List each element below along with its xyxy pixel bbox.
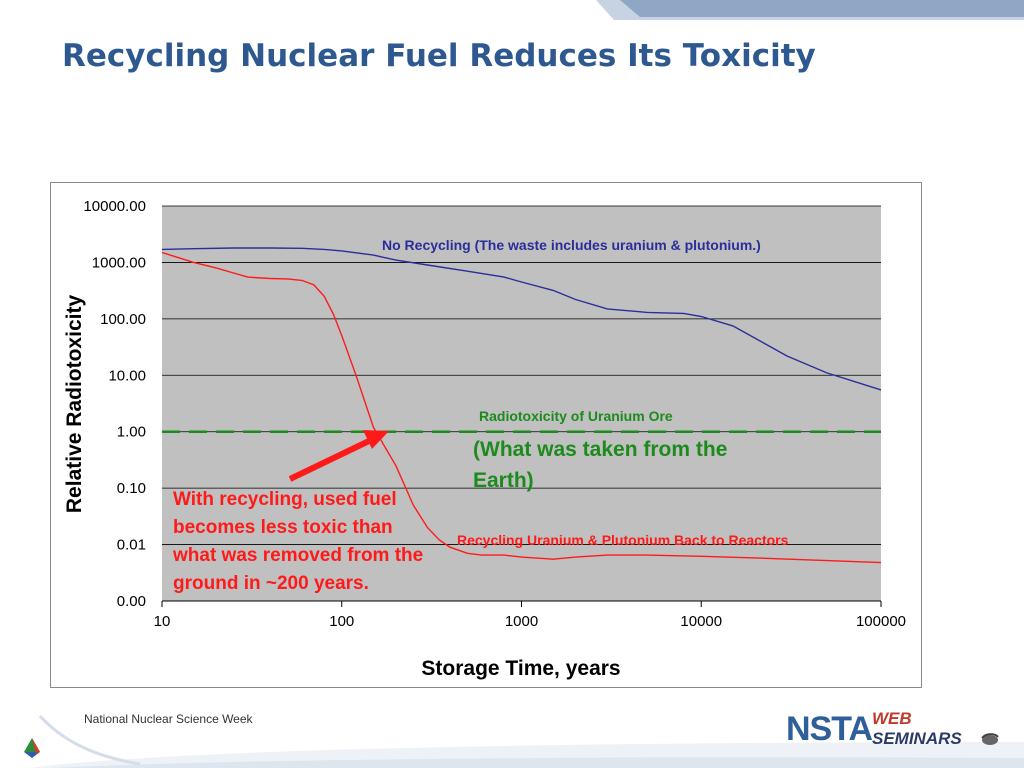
header-banner xyxy=(596,0,1024,20)
x-tick-label: 1000 xyxy=(505,613,538,630)
x-tick-label: 100000 xyxy=(856,613,906,630)
y-tick-label: 100.00 xyxy=(100,311,146,328)
callout-arrow-shaft xyxy=(288,438,371,482)
atom-logo-icon xyxy=(24,738,40,758)
uranium-ore-label: Radiotoxicity of Uranium Ore xyxy=(479,408,673,424)
svg-text:WEB: WEB xyxy=(872,709,912,728)
x-tick-label: 10 xyxy=(154,613,171,630)
y-tick-label: 0.10 xyxy=(117,480,146,497)
footer-swoosh xyxy=(30,714,1024,768)
radiotoxicity-chart: 0.00 0.01 0.10 1.00 10.00 100.00 1000.00 10000.… xyxy=(63,198,906,680)
footer-swoosh-mid xyxy=(50,757,1024,768)
y-tick-label: 1000.00 xyxy=(92,254,146,271)
recycling-label: Recycling Uranium & Plutonium Back to Re… xyxy=(457,532,789,548)
chart-container: 0.00 0.01 0.10 1.00 10.00 100.00 1000.00 10000.… xyxy=(50,182,922,688)
x-tick-label: 10000 xyxy=(680,613,722,630)
svg-text:NSTA: NSTA xyxy=(786,710,872,748)
y-tick-label: 0.00 xyxy=(117,593,146,610)
plot-area xyxy=(162,206,881,601)
callout-arrow-head xyxy=(363,430,389,449)
series-line-1 xyxy=(161,251,882,564)
recycling-callout: With recycling, used fuel becomes less to… xyxy=(172,489,423,594)
y-tick-label: 1.00 xyxy=(117,424,146,441)
y-tick-label: 10000.00 xyxy=(83,198,146,215)
x-axis-title: Storage Time, years xyxy=(421,657,620,680)
page-title: Recycling Nuclear Fuel Reduces Its Toxic… xyxy=(62,38,816,74)
svg-text:SEMINARS: SEMINARS xyxy=(872,729,962,748)
x-tick-label: 100 xyxy=(329,613,354,630)
y-tick-label: 0.01 xyxy=(117,537,146,554)
no-recycling-label: No Recycling (The waste includes uranium… xyxy=(382,237,761,253)
footer-label: National Nuclear Science Week xyxy=(84,712,253,726)
series-line-0 xyxy=(161,247,882,391)
y-tick-label: 10.00 xyxy=(108,367,146,384)
header-banner-dark-stripe xyxy=(620,0,1024,17)
footer-swoosh-curve xyxy=(38,714,141,766)
nsta-web-seminars-logo: NSTA WEB SEMINARS xyxy=(786,709,999,748)
y-axis-title: Relative Radiotoxicity xyxy=(63,295,86,514)
uranium-ore-sublabel: (What was taken from the Earth) xyxy=(473,438,727,492)
